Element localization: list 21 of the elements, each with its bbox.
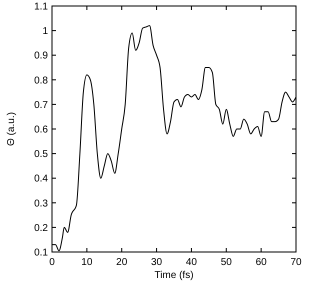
x-tick-label: 20 bbox=[116, 257, 128, 268]
y-tick-label: 0.4 bbox=[34, 174, 48, 185]
x-tick-label: 0 bbox=[49, 257, 56, 268]
y-tick-label: 0.7 bbox=[34, 100, 48, 111]
x-tick-label: 50 bbox=[220, 257, 232, 268]
y-axis-title: Θ (a.u.) bbox=[6, 112, 17, 146]
y-tick-label: 0.3 bbox=[34, 198, 48, 210]
y-tick-label: 0.8 bbox=[34, 75, 48, 86]
y-tick-label: 1.1 bbox=[34, 2, 48, 12]
x-tick-label: 70 bbox=[290, 257, 302, 268]
y-tick-label: 0.2 bbox=[34, 222, 48, 234]
x-tick-label: 40 bbox=[186, 257, 198, 268]
y-tick-label: 0.1 bbox=[34, 248, 48, 258]
y-tick-label: 0.9 bbox=[34, 50, 48, 62]
y-tick-label: 1 bbox=[42, 26, 48, 38]
y-tick-label: 0.6 bbox=[34, 124, 48, 136]
x-tick-label: 30 bbox=[151, 257, 163, 268]
x-axis-title: Time (fs) bbox=[154, 270, 194, 281]
x-tick-label: 60 bbox=[256, 257, 268, 268]
y-tick-label: 0.5 bbox=[34, 149, 48, 160]
x-tick-label: 10 bbox=[81, 257, 93, 268]
